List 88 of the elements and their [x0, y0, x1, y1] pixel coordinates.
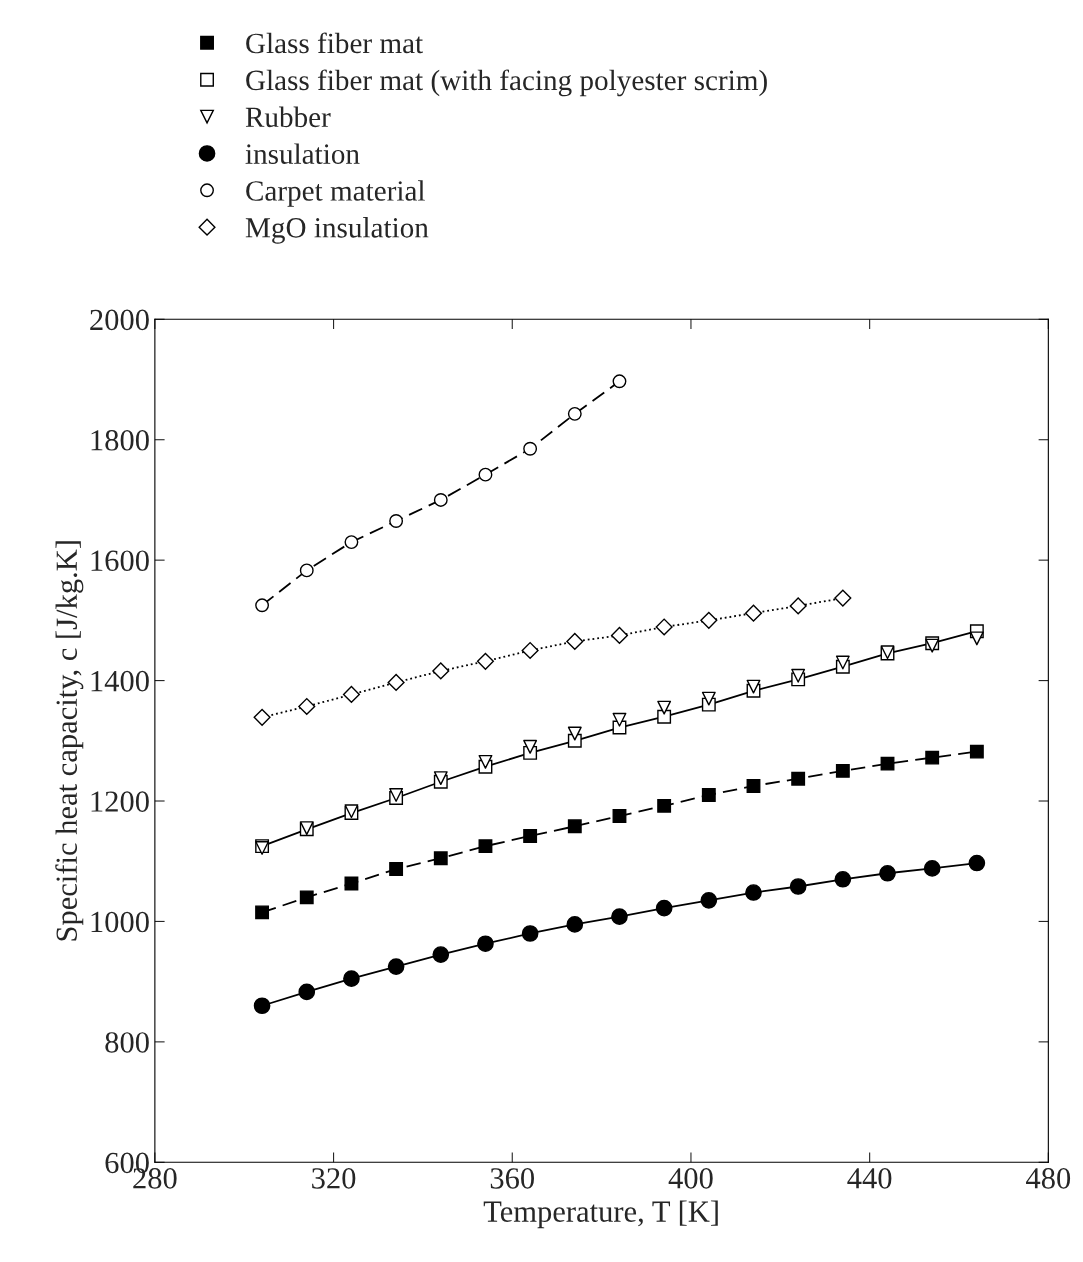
y-tick-label: 2000	[90, 309, 149, 331]
point	[880, 756, 895, 771]
y-tick-label: 1400	[91, 670, 149, 692]
point	[567, 406, 582, 421]
point	[253, 708, 271, 726]
point	[476, 652, 495, 670]
x-tick-label: 400	[668, 1168, 713, 1189]
point	[657, 798, 672, 813]
point	[298, 983, 316, 1001]
point	[299, 563, 314, 578]
point	[432, 946, 450, 963]
point	[834, 870, 852, 888]
point	[923, 860, 941, 877]
point	[566, 916, 584, 933]
y-tick-label: 800	[105, 1032, 149, 1053]
point	[657, 700, 672, 715]
point	[835, 655, 850, 670]
point	[612, 712, 627, 727]
point	[969, 744, 984, 759]
point	[387, 673, 405, 691]
y-tick-label: 1200	[91, 791, 149, 812]
legend-label: Glass fiber mat	[246, 32, 423, 54]
y-axis-title: Specific heat capacity, c [J/kg.K]	[55, 541, 84, 941]
point	[432, 662, 450, 680]
y-tick-label: 1800	[91, 430, 149, 451]
point	[701, 788, 716, 802]
point	[299, 890, 314, 905]
point	[255, 905, 270, 920]
legend-label: Carpet material	[246, 180, 425, 207]
point	[834, 589, 852, 607]
point	[567, 819, 582, 834]
point	[612, 374, 627, 389]
x-tick-label: 320	[312, 1168, 356, 1189]
point	[523, 739, 538, 754]
point	[700, 611, 718, 629]
point	[521, 641, 539, 660]
point	[344, 876, 359, 891]
point	[389, 514, 404, 528]
point	[968, 854, 986, 872]
legend-label: insulation	[245, 143, 360, 164]
point	[343, 970, 360, 987]
point	[925, 750, 940, 765]
point	[433, 492, 448, 507]
legend-label: Rubber	[245, 106, 331, 128]
point	[789, 878, 807, 895]
x-axis-title: Temperature, T [K]	[483, 1200, 718, 1229]
y-tick-label: 1600	[91, 550, 149, 572]
x-tick-label: 440	[847, 1168, 892, 1189]
point	[835, 763, 850, 778]
point	[478, 839, 493, 854]
point	[342, 685, 360, 703]
point	[255, 598, 270, 613]
point	[879, 864, 896, 882]
point	[610, 626, 629, 644]
point	[655, 618, 673, 636]
point	[567, 726, 582, 741]
legend-label: MgO insulation	[245, 217, 429, 244]
point	[657, 709, 672, 724]
y-tick-label: 1000	[91, 911, 149, 933]
point	[566, 632, 584, 650]
point	[612, 809, 627, 824]
point	[969, 631, 984, 646]
point	[791, 668, 806, 683]
point	[700, 892, 718, 909]
point	[745, 884, 762, 901]
point	[253, 997, 271, 1015]
point	[387, 958, 405, 975]
point	[523, 828, 538, 843]
point	[655, 899, 673, 917]
point	[389, 862, 404, 876]
point	[746, 679, 761, 694]
point	[746, 779, 761, 793]
point	[521, 925, 539, 942]
point	[478, 467, 493, 482]
point	[611, 908, 628, 925]
point	[744, 604, 763, 622]
point	[298, 697, 316, 716]
point	[477, 935, 494, 953]
point	[791, 771, 806, 786]
point	[344, 535, 359, 550]
x-tick-label: 480	[1026, 1168, 1071, 1189]
point	[433, 851, 448, 866]
point	[478, 754, 493, 769]
x-tick-label: 360	[490, 1168, 535, 1189]
legend-label: Glass fiber mat (with facing polyester scrim)	[246, 69, 767, 97]
point	[701, 691, 716, 706]
point	[789, 597, 807, 615]
point	[523, 441, 538, 456]
